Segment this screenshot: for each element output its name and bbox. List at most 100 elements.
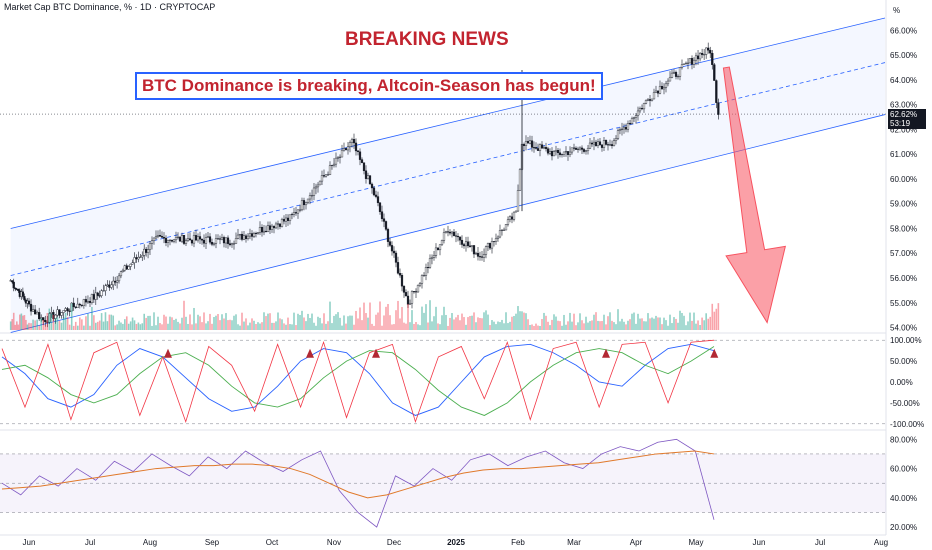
volume-bar bbox=[421, 306, 423, 330]
volume-bar bbox=[701, 317, 703, 330]
volume-bar bbox=[157, 316, 159, 330]
volume-bar bbox=[207, 321, 209, 330]
volume-bar bbox=[305, 321, 307, 330]
candle-body bbox=[139, 256, 142, 258]
volume-bar bbox=[649, 318, 651, 330]
candle-body bbox=[670, 72, 674, 78]
candle-body bbox=[29, 303, 33, 312]
candle-body bbox=[646, 99, 650, 101]
volume-bar bbox=[387, 304, 389, 330]
volume-bar bbox=[657, 317, 659, 330]
candle-body bbox=[596, 141, 600, 146]
candle-body bbox=[50, 312, 53, 314]
candle-body bbox=[382, 218, 386, 222]
candle-body bbox=[222, 237, 226, 244]
candle-body bbox=[104, 285, 107, 291]
candle-body bbox=[700, 52, 704, 55]
volume-bar bbox=[491, 320, 493, 330]
candle-body bbox=[616, 130, 620, 139]
candle-body bbox=[162, 237, 166, 239]
volume-bar bbox=[503, 323, 505, 330]
candle-body bbox=[141, 255, 144, 258]
volume-bar bbox=[531, 324, 533, 330]
candle-body bbox=[64, 308, 67, 311]
volume-bar bbox=[605, 324, 607, 330]
candle-body bbox=[308, 195, 312, 200]
volume-bar bbox=[577, 322, 579, 330]
candle-body bbox=[206, 236, 210, 238]
candle-body bbox=[592, 141, 596, 145]
candle-body bbox=[52, 312, 55, 319]
volume-bar bbox=[625, 324, 627, 330]
candle-body bbox=[244, 235, 248, 239]
candle-body bbox=[472, 245, 476, 255]
candle-body bbox=[174, 237, 178, 241]
candle-body bbox=[602, 140, 606, 148]
candle-body bbox=[524, 141, 528, 146]
time-tick-label: Dec bbox=[387, 538, 401, 547]
volume-bar bbox=[189, 314, 191, 330]
volume-bar bbox=[371, 323, 373, 330]
volume-bar bbox=[275, 321, 277, 330]
candle-body bbox=[368, 175, 372, 185]
volume-bar bbox=[447, 325, 449, 330]
volume-bar bbox=[191, 324, 193, 330]
candle-body bbox=[674, 71, 678, 77]
candle-body bbox=[17, 289, 20, 292]
volume-bar bbox=[659, 317, 661, 330]
candle-body bbox=[262, 230, 266, 233]
volume-bar bbox=[22, 315, 24, 330]
candle-body bbox=[282, 219, 286, 222]
candle-body bbox=[480, 256, 484, 258]
candle-body bbox=[196, 236, 200, 241]
volume-bar bbox=[433, 316, 435, 330]
candle-body bbox=[544, 147, 548, 149]
rsi-tick-label: 60.00% bbox=[890, 465, 917, 474]
candle-body bbox=[330, 164, 334, 166]
time-tick-label: Feb bbox=[511, 538, 525, 547]
volume-bar bbox=[485, 310, 487, 330]
volume-bar bbox=[539, 325, 541, 330]
volume-bar bbox=[689, 312, 691, 330]
volume-bar bbox=[217, 314, 219, 330]
volume-bar bbox=[547, 321, 549, 330]
volume-bar bbox=[309, 317, 311, 330]
candle-body bbox=[125, 265, 128, 270]
candle-body bbox=[348, 142, 352, 147]
volume-bar bbox=[32, 319, 34, 330]
volume-bar bbox=[251, 318, 253, 330]
axis-unit: % bbox=[893, 6, 901, 15]
volume-bar bbox=[457, 314, 459, 330]
volume-bar bbox=[283, 323, 285, 330]
candle-body bbox=[212, 243, 216, 245]
volume-bar bbox=[34, 320, 36, 330]
volume-bar bbox=[553, 314, 555, 330]
candle-body bbox=[440, 240, 444, 245]
volume-bar bbox=[58, 320, 61, 330]
volume-bar bbox=[501, 319, 503, 330]
candle-body bbox=[264, 230, 268, 233]
volume-bar bbox=[120, 322, 122, 330]
time-tick-label: Aug bbox=[143, 538, 157, 547]
candle-body bbox=[224, 237, 228, 244]
candle-body bbox=[450, 231, 454, 234]
volume-bar bbox=[181, 317, 183, 330]
projection-arrow bbox=[722, 66, 786, 324]
candle-body bbox=[270, 225, 274, 230]
volume-bar bbox=[697, 320, 699, 330]
volume-bar bbox=[403, 322, 405, 330]
volume-bar bbox=[245, 318, 247, 330]
candle-body bbox=[12, 281, 15, 289]
candle-body bbox=[318, 180, 322, 186]
volume-bar bbox=[707, 318, 709, 330]
candle-body bbox=[230, 243, 234, 246]
candle-body bbox=[684, 62, 688, 65]
candle-body bbox=[504, 224, 508, 231]
candle-body bbox=[424, 267, 428, 276]
candle-body bbox=[108, 284, 111, 288]
candle-body bbox=[512, 211, 516, 220]
osc-signal-marker bbox=[602, 348, 610, 358]
volume-bar bbox=[549, 325, 551, 330]
volume-bar bbox=[100, 313, 103, 330]
volume-bar bbox=[285, 324, 287, 330]
